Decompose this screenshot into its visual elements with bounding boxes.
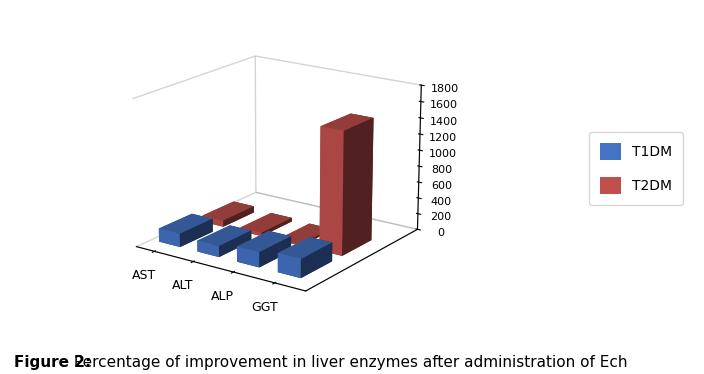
Text: Percentage of improvement in liver enzymes after administration of Ech: Percentage of improvement in liver enzym…	[69, 355, 627, 370]
Text: Figure 2:: Figure 2:	[14, 355, 92, 370]
Legend: T1DM, T2DM: T1DM, T2DM	[589, 132, 683, 205]
